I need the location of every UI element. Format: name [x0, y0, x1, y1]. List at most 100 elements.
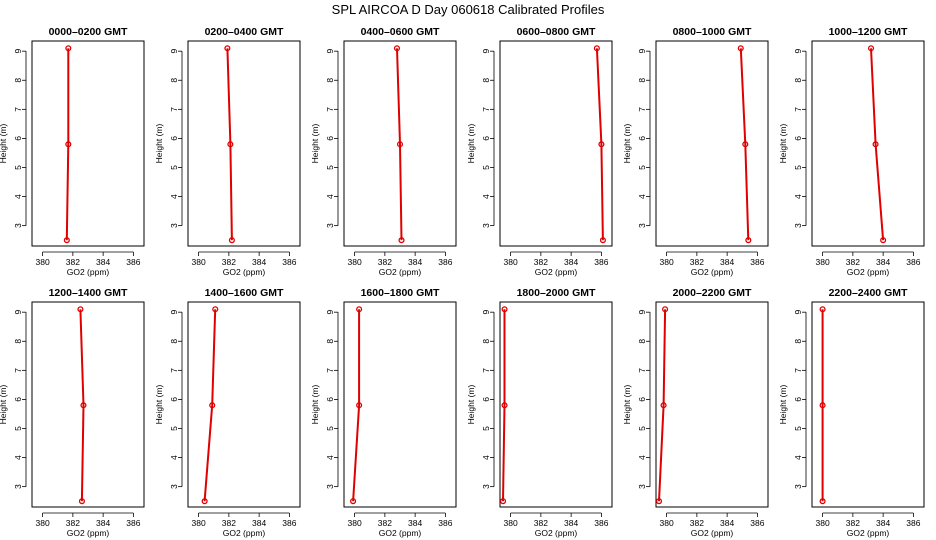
y-tick-label: 9 [169, 49, 179, 54]
panel-5: 0800–1000 GMT 380 382 384 386 GO2 (ppm) 3 4 5 6 7 8… [622, 26, 769, 277]
y-tick-label: 3 [169, 223, 179, 228]
y-tick-label: 4 [13, 455, 23, 460]
x-axis: 380 382 384 386 [192, 512, 297, 528]
y-tick-label: 6 [481, 397, 491, 402]
panel-11: 2000–2200 GMT 380 382 384 386 GO2 (ppm) 3 4 5 6 7 8… [622, 287, 769, 538]
y-tick-label: 7 [169, 107, 179, 112]
y-tick-label: 4 [481, 455, 491, 460]
x-tick-label: 380 [660, 257, 674, 267]
y-tick-label: 9 [793, 49, 803, 54]
y-tick-label: 7 [793, 107, 803, 112]
x-axis: 380 382 384 386 [36, 512, 141, 528]
x-tick-label: 384 [252, 518, 266, 528]
x-tick-label: 382 [378, 257, 392, 267]
y-tick-label: 7 [637, 368, 647, 373]
x-axis-label: GO2 (ppm) [223, 528, 266, 538]
y-tick-label: 7 [13, 107, 23, 112]
data-point [660, 402, 667, 409]
x-axis-label: GO2 (ppm) [379, 528, 422, 538]
x-axis-label: GO2 (ppm) [691, 528, 734, 538]
data-point [77, 306, 84, 313]
x-tick-label: 384 [408, 518, 422, 528]
x-axis-label: GO2 (ppm) [535, 528, 578, 538]
data-point [501, 306, 508, 313]
y-tick-label: 8 [325, 339, 335, 344]
x-tick-label: 384 [720, 257, 734, 267]
panel-7: 1200–1400 GMT 380 382 384 386 GO2 (ppm) 3 4 5 6 7 8… [0, 287, 145, 538]
y-tick-label: 9 [481, 310, 491, 315]
data-point [65, 45, 72, 52]
y-tick-label: 9 [481, 49, 491, 54]
x-axis: 380 382 384 386 [348, 512, 453, 528]
y-tick-label: 4 [637, 455, 647, 460]
data-point [501, 402, 508, 409]
data-point [655, 498, 663, 505]
x-tick-label: 382 [222, 257, 236, 267]
plot-frame [655, 40, 769, 247]
y-tick-label: 9 [169, 310, 179, 315]
data-point [65, 141, 72, 148]
x-axis-label: GO2 (ppm) [847, 267, 890, 277]
y-tick-label: 4 [793, 455, 803, 460]
plot-frame [811, 40, 925, 247]
y-tick-label: 7 [793, 368, 803, 373]
panel-2: 0200–0400 GMT 380 382 384 386 GO2 (ppm) 3 4 5 6 7 8… [154, 26, 301, 277]
y-tick-label: 5 [637, 426, 647, 431]
y-tick-label: 9 [793, 310, 803, 315]
y-axis: 3 4 5 6 7 8 9 [637, 310, 651, 489]
x-tick-label: 382 [222, 518, 236, 528]
x-tick-label: 380 [192, 518, 206, 528]
data-point [819, 306, 826, 313]
data-point [80, 402, 87, 409]
data-point [499, 498, 507, 505]
y-tick-label: 8 [325, 78, 335, 83]
y-axis: 3 4 5 6 7 8 9 [325, 310, 339, 489]
profile-line [870, 48, 885, 241]
data-point [356, 306, 363, 313]
x-axis: 380 382 384 386 [660, 512, 765, 528]
y-tick-label: 8 [481, 339, 491, 344]
y-tick-label: 6 [793, 136, 803, 141]
data-point [872, 141, 879, 148]
panel-10: 1800–2000 GMT 380 382 384 386 GO2 (ppm) 3 4 5 6 7 8… [466, 287, 613, 538]
y-axis-label: Height (m) [778, 385, 788, 425]
data-point [742, 141, 749, 148]
x-axis: 380 382 384 386 [36, 251, 141, 267]
panel-6: 1000–1200 GMT 380 382 384 386 GO2 (ppm) 3 4 5 6 7 8… [778, 26, 925, 277]
x-tick-label: 384 [564, 257, 578, 267]
panel-12: 2200–2400 GMT 380 382 384 386 GO2 (ppm) 3 4 5 6 7 8… [778, 287, 925, 538]
panel-title: 1600–1800 GMT [361, 287, 440, 299]
y-tick-label: 3 [481, 484, 491, 489]
data-point [228, 237, 235, 244]
data-point [227, 141, 234, 148]
plot-frame [343, 40, 457, 247]
x-tick-label: 382 [690, 518, 704, 528]
y-axis: 3 4 5 6 7 8 9 [637, 49, 651, 228]
x-tick-label: 386 [282, 518, 296, 528]
x-axis-label: GO2 (ppm) [67, 267, 110, 277]
panel-title: 0800–1000 GMT [673, 26, 752, 38]
y-tick-label: 5 [169, 165, 179, 170]
panel-8: 1400–1600 GMT 380 382 384 386 GO2 (ppm) 3 4 5 6 7 8… [154, 287, 301, 538]
y-tick-label: 6 [13, 397, 23, 402]
y-tick-label: 8 [13, 78, 23, 83]
x-tick-label: 382 [846, 257, 860, 267]
y-axis-label: Height (m) [310, 385, 320, 425]
plot-frame [31, 301, 145, 508]
panel-title: 0200–0400 GMT [205, 26, 284, 38]
y-tick-label: 7 [481, 368, 491, 373]
profile-line [79, 309, 85, 502]
x-axis-label: GO2 (ppm) [67, 528, 110, 538]
y-tick-label: 4 [637, 194, 647, 199]
y-tick-label: 5 [325, 165, 335, 170]
plot-frame [187, 40, 301, 247]
x-tick-label: 386 [750, 518, 764, 528]
plot-frame [499, 40, 613, 247]
x-axis-label: GO2 (ppm) [691, 267, 734, 277]
x-axis: 380 382 384 386 [660, 251, 765, 267]
y-tick-label: 6 [169, 136, 179, 141]
plot-frame [187, 301, 301, 508]
y-axis: 3 4 5 6 7 8 9 [13, 310, 27, 489]
x-axis-label: GO2 (ppm) [223, 267, 266, 277]
